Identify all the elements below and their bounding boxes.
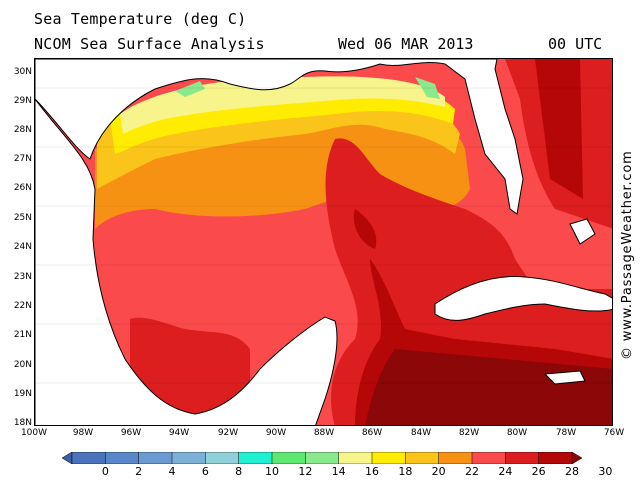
lon-label: 84W — [410, 428, 432, 438]
analysis-time: 00 UTC — [548, 35, 603, 53]
sea-temperature-map — [34, 58, 613, 426]
colorbar-label: 22 — [465, 465, 479, 478]
colorbar-swatch — [371, 452, 407, 464]
colorbar-label: 20 — [431, 465, 446, 478]
lon-label: 78W — [555, 428, 577, 438]
colorbar-swatch — [471, 452, 507, 464]
land-bahamas — [569, 218, 596, 245]
sea-28c-east — [535, 59, 583, 199]
lon-label: 98W — [72, 428, 94, 438]
map-canvas — [35, 59, 612, 425]
lat-label: 29N — [13, 96, 32, 106]
lon-label: 96W — [120, 428, 142, 438]
colorbar-swatch — [538, 452, 573, 464]
colorbar-label: 8 — [235, 465, 243, 478]
lat-label: 28N — [13, 125, 32, 135]
land-us — [35, 59, 524, 215]
credit-text: © www.PassageWeather.com — [620, 150, 635, 360]
colorbar-swatch — [205, 452, 240, 464]
colorbar-label: 24 — [498, 465, 513, 478]
colorbar-swatch — [505, 452, 540, 464]
colorbar-label: 16 — [365, 465, 379, 478]
colorbar-label: 28 — [565, 465, 579, 478]
colorbar-swatch — [171, 452, 207, 464]
lat-label: 24N — [13, 242, 32, 252]
colorbar-label: 12 — [298, 465, 313, 478]
colorbar-label: 10 — [265, 465, 279, 478]
colorbar-swatch — [405, 452, 440, 464]
lat-label: 30N — [13, 67, 32, 77]
map-subtitle: NCOM Sea Surface Analysis — [34, 35, 265, 53]
lon-label: 88W — [313, 428, 335, 438]
lat-label: 25N — [13, 213, 32, 223]
colorbar-label: 6 — [201, 465, 209, 478]
lon-label: 92W — [217, 428, 239, 438]
colorbar-swatch — [305, 452, 340, 464]
temperature-colorbar — [62, 452, 582, 464]
colorbar-swatch — [271, 452, 307, 464]
land-cuba — [434, 275, 612, 321]
colorbar-swatch — [238, 452, 273, 464]
colorbar-label: 30 — [598, 465, 613, 478]
sea-30c-region — [365, 349, 612, 425]
sea-26c-bay-campeche — [130, 317, 250, 419]
lat-label: 27N — [13, 154, 32, 164]
colorbar-swatch — [571, 452, 582, 464]
colorbar-label: 0 — [101, 465, 109, 478]
map-title: Sea Temperature (deg C) — [34, 10, 247, 28]
colorbar-swatch — [138, 452, 173, 464]
analysis-date: Wed 06 MAR 2013 — [338, 35, 474, 53]
lon-label: 94W — [168, 428, 190, 438]
lon-label: 86W — [361, 428, 383, 438]
lat-label: 21N — [13, 330, 32, 340]
colorbar-label: 4 — [168, 465, 176, 478]
sea-12c-region — [175, 81, 205, 97]
colorbar-label: 2 — [135, 465, 143, 478]
colorbar-label: 14 — [331, 465, 346, 478]
land-jamaica — [543, 370, 586, 385]
lon-label: 80W — [506, 428, 528, 438]
lon-label: 82W — [458, 428, 480, 438]
sea-28c-eddy — [353, 209, 377, 249]
lat-label: 18N — [13, 418, 32, 428]
lon-label: 100W — [20, 428, 48, 438]
colorbar-swatch — [71, 452, 107, 464]
lat-label: 26N — [13, 183, 32, 193]
colorbar-swatch — [438, 452, 473, 464]
lat-label: 19N — [13, 389, 32, 399]
colorbar-swatch — [62, 452, 73, 464]
sea-12c-region-east — [415, 77, 440, 99]
colorbar-label: 26 — [531, 465, 546, 478]
land-mexico — [35, 98, 338, 425]
colorbar-swatch — [105, 452, 140, 464]
graticule — [35, 87, 612, 384]
colorbar-swatch — [338, 452, 373, 464]
lon-label: 76W — [603, 428, 625, 438]
lat-label: 23N — [13, 272, 32, 282]
lat-label: 20N — [13, 360, 32, 370]
colorbar-label: 18 — [398, 465, 413, 478]
lat-label: 22N — [13, 301, 32, 311]
lon-label: 90W — [265, 428, 287, 438]
sea-16c-region — [120, 76, 445, 134]
